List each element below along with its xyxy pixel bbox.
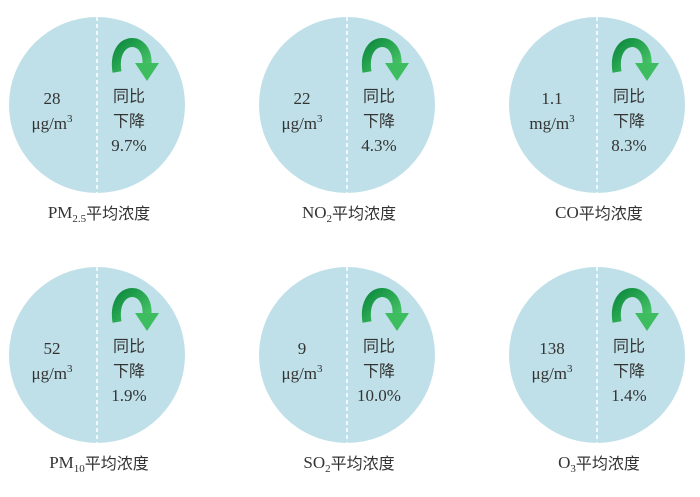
- unit: mg/m3: [529, 113, 575, 133]
- arrow: [111, 288, 152, 323]
- label-part: 平均浓度: [86, 204, 150, 223]
- change-text: 同比: [613, 337, 645, 356]
- unit-sup: 3: [317, 363, 323, 375]
- value: 1.1: [541, 89, 562, 108]
- change-text: 下降: [113, 362, 145, 381]
- label-sub: 2: [327, 213, 333, 225]
- value: 28: [44, 89, 61, 108]
- change-text: 下降: [363, 112, 395, 131]
- change-text: 同比: [363, 87, 395, 106]
- value: 22: [294, 89, 311, 108]
- arrow-head: [135, 313, 159, 331]
- label-part: NO: [302, 203, 327, 222]
- label-part: 平均浓度: [576, 454, 640, 473]
- unit: μg/m3: [281, 363, 323, 383]
- change-text: 4.3%: [361, 136, 396, 155]
- change-text: 9.7%: [111, 136, 146, 155]
- label-part: PM: [49, 453, 74, 472]
- unit-sup: 3: [67, 113, 73, 125]
- label-sub: 3: [570, 463, 576, 475]
- label-part: CO: [555, 203, 579, 222]
- change-text: 同比: [613, 87, 645, 106]
- unit-base: μg/m: [31, 364, 67, 383]
- label-part: O: [558, 453, 570, 472]
- change-text: 下降: [613, 362, 645, 381]
- change-text: 同比: [113, 87, 145, 106]
- label-part: 平均浓度: [332, 204, 396, 223]
- arrow-head: [385, 63, 409, 81]
- change-text: 同比: [113, 337, 145, 356]
- value: 52: [44, 339, 61, 358]
- label-part: 平均浓度: [579, 204, 643, 223]
- label-sub: 2: [325, 463, 331, 475]
- unit-base: μg/m: [31, 114, 67, 133]
- change-text: 1.9%: [111, 386, 146, 405]
- label: NO2平均浓度: [302, 203, 396, 225]
- arrow-head: [135, 63, 159, 81]
- arrow: [361, 288, 402, 323]
- change-text: 8.3%: [611, 136, 646, 155]
- change-text: 10.0%: [357, 386, 401, 405]
- label-sub: 2.5: [72, 213, 86, 225]
- arrow: [611, 288, 652, 323]
- arrow: [361, 38, 402, 73]
- label-part: PM: [48, 203, 73, 222]
- label-part: 平均浓度: [85, 454, 149, 473]
- change-text: 1.4%: [611, 386, 646, 405]
- unit: μg/m3: [531, 363, 573, 383]
- unit: μg/m3: [31, 363, 73, 383]
- arrow-head: [635, 63, 659, 81]
- unit-sup: 3: [67, 363, 73, 375]
- arrow-head: [635, 313, 659, 331]
- unit-sup: 3: [567, 363, 573, 375]
- unit-base: μg/m: [281, 114, 317, 133]
- unit-base: mg/m: [529, 114, 569, 133]
- change-text: 同比: [363, 337, 395, 356]
- unit-base: μg/m: [531, 364, 567, 383]
- label: PM10平均浓度: [49, 453, 149, 475]
- label: SO2平均浓度: [303, 453, 394, 475]
- arrow: [611, 38, 652, 73]
- unit-sup: 3: [317, 113, 323, 125]
- label-part: 平均浓度: [331, 454, 395, 473]
- arrow: [111, 38, 152, 73]
- unit: μg/m3: [281, 113, 323, 133]
- change-text: 下降: [363, 362, 395, 381]
- label: CO平均浓度: [555, 203, 643, 223]
- change-text: 下降: [613, 112, 645, 131]
- arrow-head: [385, 313, 409, 331]
- label: O3平均浓度: [558, 453, 640, 475]
- label-part: SO: [303, 453, 325, 472]
- unit-base: μg/m: [281, 364, 317, 383]
- change-text: 下降: [113, 112, 145, 131]
- label: PM2.5平均浓度: [48, 203, 150, 225]
- unit-sup: 3: [569, 113, 575, 125]
- value: 9: [298, 339, 307, 358]
- value: 138: [539, 339, 565, 358]
- unit: μg/m3: [31, 113, 73, 133]
- label-sub: 10: [74, 463, 86, 475]
